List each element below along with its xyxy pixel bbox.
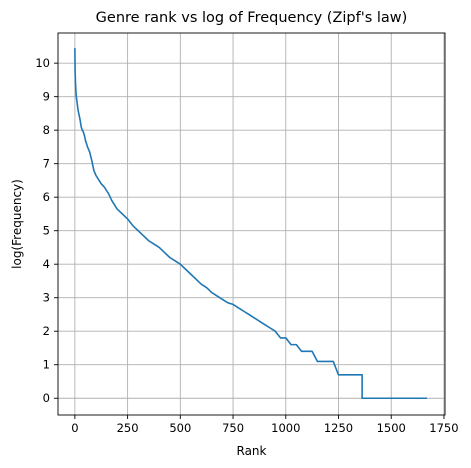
y-tick-label: 2	[43, 324, 50, 338]
x-tick-label: 1750	[429, 421, 458, 435]
y-tick-label: 0	[43, 391, 50, 405]
y-tick-label: 1	[43, 358, 50, 372]
y-tick-label: 10	[35, 56, 50, 70]
y-axis-label: log(Frequency)	[10, 179, 24, 269]
y-tick-label: 4	[43, 257, 50, 271]
x-tick-label: 1250	[324, 421, 353, 435]
x-tick-label: 750	[222, 421, 244, 435]
series-line	[74, 48, 428, 400]
x-tick-label: 1500	[377, 421, 406, 435]
x-axis-label: Rank	[237, 444, 267, 458]
y-tick-label: 6	[43, 190, 50, 204]
y-tick-label: 8	[43, 123, 50, 137]
x-tick-label: 500	[169, 421, 191, 435]
plot-frame	[57, 32, 446, 416]
x-tick-label: 0	[71, 421, 78, 435]
grid-lines	[58, 33, 445, 415]
chart-title: Genre rank vs log of Frequency (Zipf's l…	[96, 10, 408, 26]
x-tick-label: 1000	[271, 421, 300, 435]
y-tick-label: 3	[43, 291, 50, 305]
y-tick-label: 9	[43, 90, 50, 104]
y-tick-label: 5	[43, 224, 50, 238]
axes: 0 250 500 750 1000 1250 1500 1750 0 1 2 3 4 5 6 7 8 9 10	[35, 56, 458, 435]
y-tick-label: 7	[43, 157, 50, 171]
plot-area	[74, 48, 428, 400]
x-tick-label: 250	[117, 421, 139, 435]
